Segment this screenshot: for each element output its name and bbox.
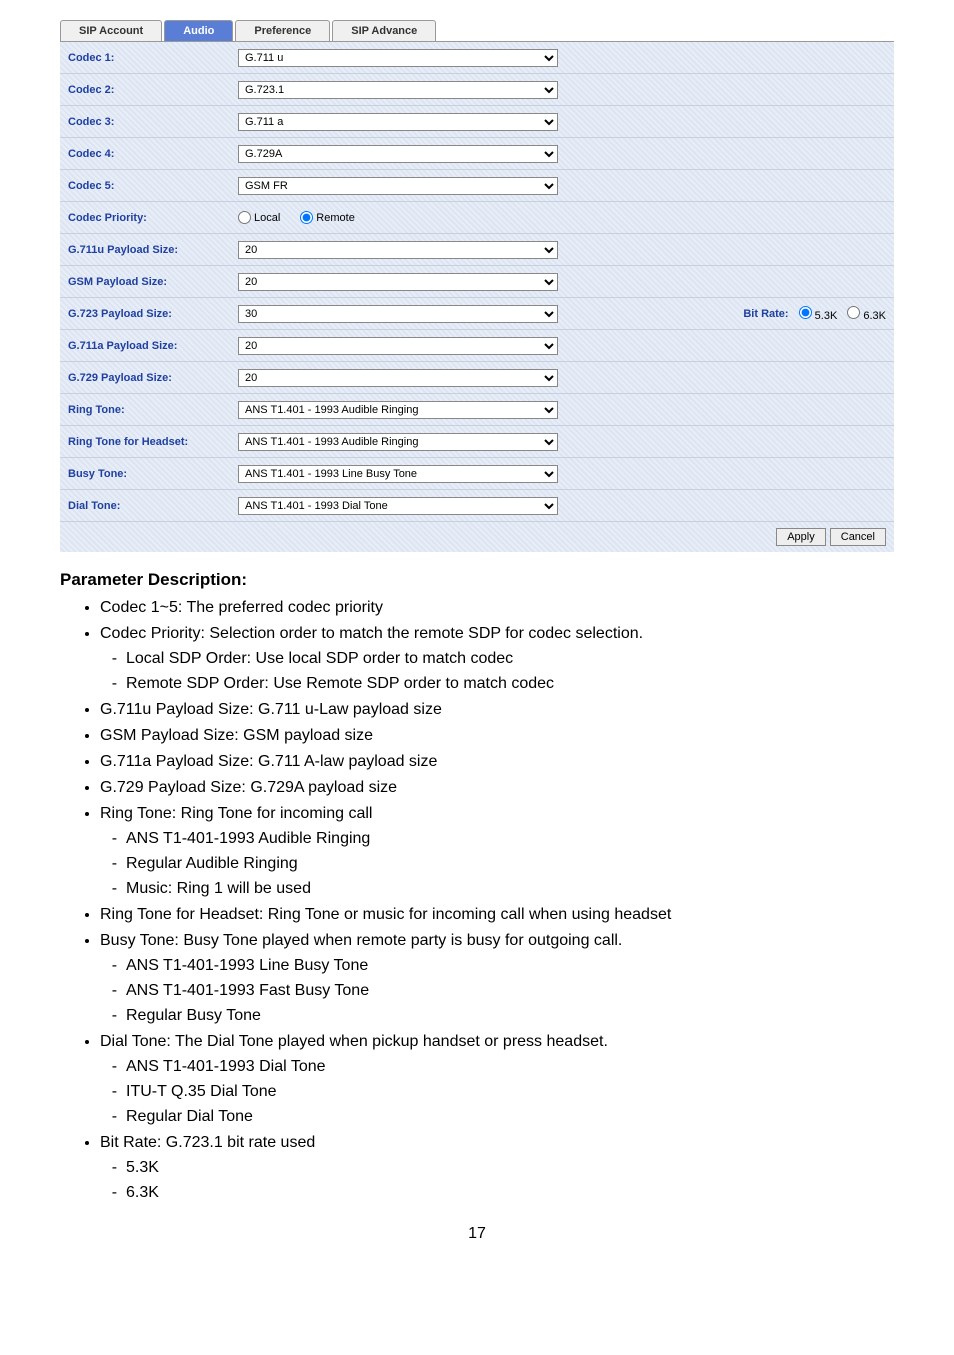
select-gsm[interactable]: 20 (238, 273, 558, 291)
label-g711u: G.711u Payload Size: (68, 244, 238, 256)
doc-item: G.711a Payload Size: G.711 A-law payload… (100, 750, 894, 774)
select-codec2[interactable]: G.723.1 (238, 81, 558, 99)
doc-subitem: 6.3K (126, 1181, 894, 1205)
doc-list: Codec 1~5: The preferred codec priority … (60, 596, 894, 1205)
tab-audio[interactable]: Audio (164, 20, 233, 41)
select-g723[interactable]: 30 (238, 305, 558, 323)
radio-bitrate-53[interactable]: 5.3K (799, 306, 838, 322)
label-g723: G.723 Payload Size: (68, 308, 238, 320)
radio-local[interactable]: Local (238, 211, 280, 224)
select-g711a[interactable]: 20 (238, 337, 558, 355)
select-codec4[interactable]: G.729A (238, 145, 558, 163)
label-codec5: Codec 5: (68, 180, 238, 192)
doc-subitem: ANS T1-401-1993 Line Busy Tone (126, 954, 894, 978)
label-codec4: Codec 4: (68, 148, 238, 160)
label-codec3: Codec 3: (68, 116, 238, 128)
page-number: 17 (60, 1225, 894, 1243)
select-codec5[interactable]: GSM FR (238, 177, 558, 195)
label-busytone: Busy Tone: (68, 468, 238, 480)
doc-item: Dial Tone: The Dial Tone played when pic… (100, 1030, 894, 1129)
doc-subitem: 5.3K (126, 1156, 894, 1180)
doc-heading: Parameter Description: (60, 570, 894, 590)
label-g729: G.729 Payload Size: (68, 372, 238, 384)
doc-item: Ring Tone: Ring Tone for incoming call A… (100, 802, 894, 901)
label-gsm: GSM Payload Size: (68, 276, 238, 288)
doc-subitem: ANS T1-401-1993 Audible Ringing (126, 827, 894, 851)
doc-subitem: ANS T1-401-1993 Dial Tone (126, 1055, 894, 1079)
label-bitrate: Bit Rate: (743, 308, 788, 320)
doc-item: G.729 Payload Size: G.729A payload size (100, 776, 894, 800)
tabs-bar: SIP Account Audio Preference SIP Advance (60, 20, 894, 42)
radio-bitrate-63[interactable]: 6.3K (847, 306, 886, 322)
select-codec1[interactable]: G.711 u (238, 49, 558, 67)
doc-subitem: Regular Busy Tone (126, 1004, 894, 1028)
label-ringheadset: Ring Tone for Headset: (68, 436, 238, 448)
select-busytone[interactable]: ANS T1.401 - 1993 Line Busy Tone (238, 465, 558, 483)
form-area: Codec 1: G.711 u Codec 2: G.723.1 Codec … (60, 42, 894, 552)
cancel-button[interactable]: Cancel (830, 528, 886, 546)
doc-item: G.711u Payload Size: G.711 u-Law payload… (100, 698, 894, 722)
select-ringtone[interactable]: ANS T1.401 - 1993 Audible Ringing (238, 401, 558, 419)
label-codec-priority: Codec Priority: (68, 212, 238, 224)
doc-subitem: Music: Ring 1 will be used (126, 877, 894, 901)
doc-subitem: Remote SDP Order: Use Remote SDP order t… (126, 672, 894, 696)
doc-subitem: ANS T1-401-1993 Fast Busy Tone (126, 979, 894, 1003)
select-ringheadset[interactable]: ANS T1.401 - 1993 Audible Ringing (238, 433, 558, 451)
select-codec3[interactable]: G.711 a (238, 113, 558, 131)
doc-item: Codec Priority: Selection order to match… (100, 622, 894, 696)
label-ringtone: Ring Tone: (68, 404, 238, 416)
radio-remote[interactable]: Remote (300, 211, 355, 224)
select-g729[interactable]: 20 (238, 369, 558, 387)
doc-subitem: Regular Audible Ringing (126, 852, 894, 876)
label-codec1: Codec 1: (68, 52, 238, 64)
radio-remote-label: Remote (316, 212, 355, 224)
doc-item: Bit Rate: G.723.1 bit rate used 5.3K 6.3… (100, 1131, 894, 1205)
select-dialtone[interactable]: ANS T1.401 - 1993 Dial Tone (238, 497, 558, 515)
apply-button[interactable]: Apply (776, 528, 826, 546)
tab-sip-account[interactable]: SIP Account (60, 20, 162, 41)
radio-local-label: Local (254, 212, 280, 224)
doc-item: Busy Tone: Busy Tone played when remote … (100, 929, 894, 1028)
doc-subitem: Regular Dial Tone (126, 1105, 894, 1129)
tab-sip-advance[interactable]: SIP Advance (332, 20, 436, 41)
label-dialtone: Dial Tone: (68, 500, 238, 512)
doc-item: Codec 1~5: The preferred codec priority (100, 596, 894, 620)
label-codec2: Codec 2: (68, 84, 238, 96)
radio-63-label: 6.3K (863, 310, 886, 322)
tab-preference[interactable]: Preference (235, 20, 330, 41)
label-g711a: G.711a Payload Size: (68, 340, 238, 352)
doc-subitem: ITU-T Q.35 Dial Tone (126, 1080, 894, 1104)
radio-53-label: 5.3K (815, 310, 838, 322)
doc-item: GSM Payload Size: GSM payload size (100, 724, 894, 748)
select-g711u[interactable]: 20 (238, 241, 558, 259)
doc-subitem: Local SDP Order: Use local SDP order to … (126, 647, 894, 671)
doc-item: Ring Tone for Headset: Ring Tone or musi… (100, 903, 894, 927)
